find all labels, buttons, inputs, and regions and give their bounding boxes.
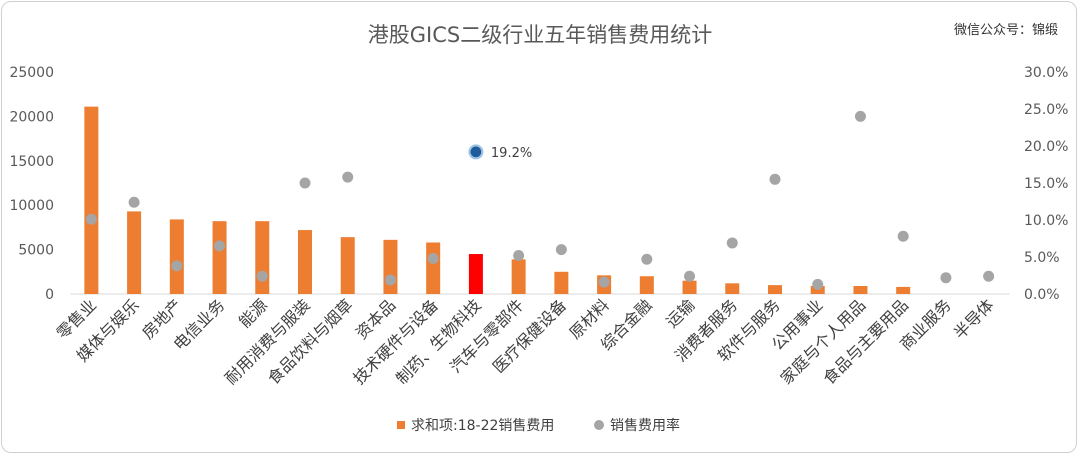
category-label: 运输 bbox=[662, 295, 698, 331]
bar bbox=[639, 276, 654, 294]
y-left-tick-label: 5000 bbox=[18, 243, 54, 259]
bar bbox=[84, 106, 99, 294]
annotations: 19.2% bbox=[468, 144, 532, 161]
rate-point bbox=[854, 110, 866, 122]
rate-point bbox=[513, 250, 525, 262]
rate-point bbox=[940, 272, 952, 284]
y-right-tick-label: 30.0% bbox=[1024, 65, 1068, 81]
bar bbox=[682, 280, 697, 294]
rate-point bbox=[427, 252, 439, 264]
rate-point bbox=[214, 240, 226, 252]
y-axis-left: 0 5000 10000 15000 20000 25000 bbox=[9, 65, 54, 303]
bar bbox=[169, 219, 184, 294]
bar bbox=[554, 271, 569, 294]
bar bbox=[768, 285, 782, 294]
bar bbox=[468, 254, 483, 294]
rate-point bbox=[299, 177, 311, 189]
highlight-ring bbox=[468, 144, 484, 160]
bar bbox=[298, 230, 312, 294]
y-left-tick-label: 10000 bbox=[9, 198, 54, 214]
rate-point bbox=[555, 244, 567, 256]
bar bbox=[212, 221, 227, 294]
legend-dot-label: 销售费用率 bbox=[610, 417, 680, 434]
legend-dot-swatch bbox=[594, 420, 604, 430]
bar bbox=[383, 239, 398, 294]
bar bbox=[810, 286, 825, 294]
bar bbox=[511, 259, 526, 294]
y-left-tick-label: 20000 bbox=[9, 109, 54, 125]
y-right-tick-label: 20.0% bbox=[1024, 139, 1068, 155]
category-label: 能源 bbox=[235, 295, 271, 331]
bar bbox=[426, 242, 441, 294]
watermark-text: 微信公众号：锦缎 bbox=[954, 22, 1058, 38]
bar bbox=[725, 283, 740, 294]
bar bbox=[340, 237, 355, 294]
rate-point bbox=[470, 146, 482, 158]
legend-bar-label: 求和项:18-22销售费用 bbox=[411, 418, 554, 434]
y-left-tick-label: 0 bbox=[45, 287, 54, 303]
rate-point bbox=[384, 274, 396, 286]
rate-annotation: 19.2% bbox=[491, 146, 532, 161]
bar bbox=[255, 221, 270, 294]
rate-point bbox=[256, 270, 268, 282]
legend: 求和项:18-22销售费用 销售费用率 bbox=[397, 417, 680, 434]
y-right-tick-label: 0.0% bbox=[1024, 287, 1060, 303]
y-right-tick-label: 15.0% bbox=[1024, 176, 1068, 192]
category-label: 半导体 bbox=[950, 295, 997, 342]
y-right-tick-label: 10.0% bbox=[1024, 213, 1068, 229]
rate-point bbox=[684, 270, 696, 282]
bar-series bbox=[84, 106, 911, 294]
rate-point bbox=[897, 230, 909, 242]
rate-point bbox=[812, 278, 824, 290]
y-axis-right: 0.0% 5.0% 10.0% 15.0% 20.0% 25.0% 30.0% bbox=[1024, 65, 1068, 303]
rate-point bbox=[342, 171, 354, 183]
rate-point bbox=[171, 260, 183, 272]
scatter-series bbox=[85, 110, 995, 290]
rate-point bbox=[983, 270, 995, 282]
rate-point bbox=[598, 276, 610, 288]
rate-point bbox=[726, 237, 738, 249]
y-right-tick-label: 5.0% bbox=[1024, 250, 1060, 266]
y-right-tick-label: 25.0% bbox=[1024, 102, 1068, 118]
bar bbox=[127, 211, 142, 294]
bar bbox=[853, 286, 868, 294]
bar bbox=[896, 286, 911, 294]
chart-title: 港股GICS二级行业五年销售费用统计 bbox=[368, 23, 712, 47]
y-left-tick-label: 15000 bbox=[9, 154, 54, 170]
rate-point bbox=[128, 196, 140, 208]
legend-bar-swatch bbox=[397, 421, 405, 429]
y-left-tick-label: 25000 bbox=[9, 65, 54, 81]
rate-point bbox=[85, 213, 97, 225]
rate-point bbox=[769, 173, 781, 185]
rate-point bbox=[641, 253, 653, 265]
